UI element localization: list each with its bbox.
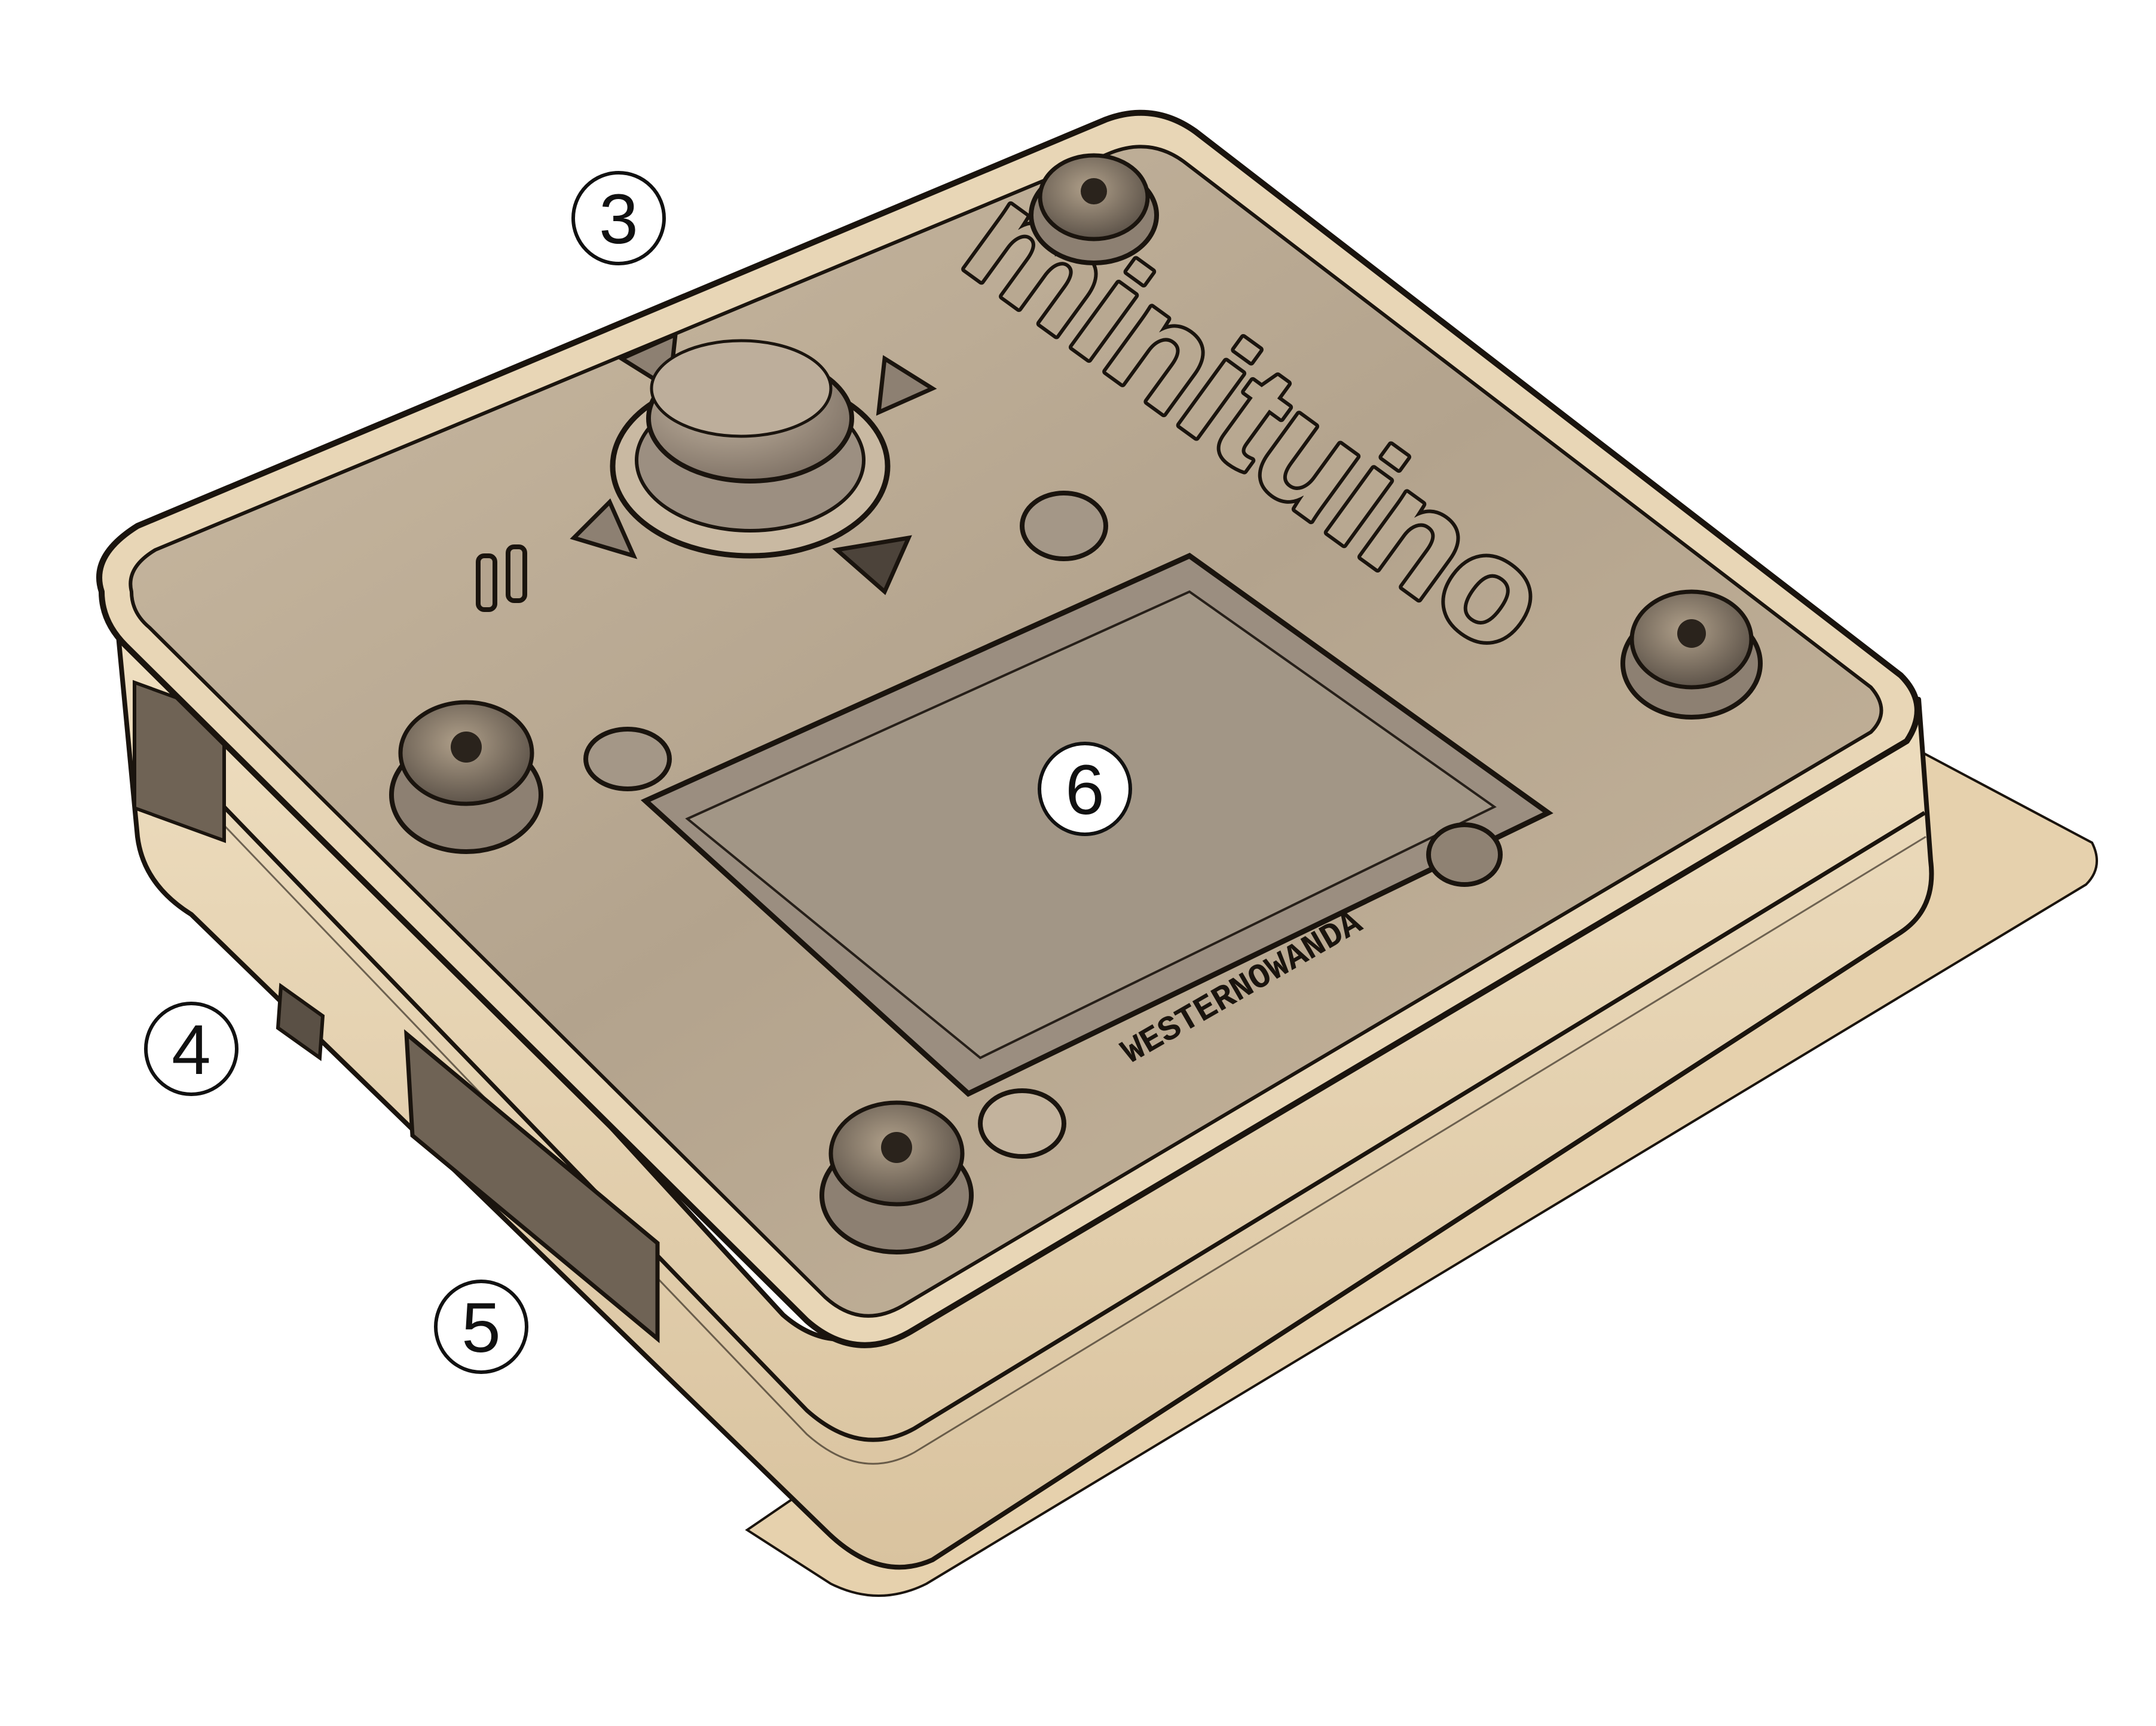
power-switch [276, 983, 325, 1061]
joystick [570, 331, 937, 595]
svg-text:3: 3 [599, 180, 638, 259]
callout-5: 5 [434, 1280, 528, 1374]
button-a [1020, 491, 1108, 561]
button-d [978, 1088, 1066, 1159]
screw-bottom [819, 1100, 974, 1254]
vent-slots [476, 544, 527, 612]
svg-text:5: 5 [461, 1289, 501, 1367]
callout-3: 3 [571, 171, 666, 265]
screw-left [389, 700, 543, 854]
svg-text:4: 4 [172, 1011, 211, 1090]
screw-right [1620, 589, 1763, 720]
button-b [583, 727, 672, 791]
button-c [1426, 822, 1503, 887]
svg-text:6: 6 [1065, 751, 1105, 830]
callout-6: 6 [1038, 742, 1132, 836]
screw-top [1029, 153, 1159, 265]
sd-card-slot [404, 1029, 660, 1344]
callout-4: 4 [144, 1002, 238, 1096]
side-seam [136, 715, 1926, 1442]
